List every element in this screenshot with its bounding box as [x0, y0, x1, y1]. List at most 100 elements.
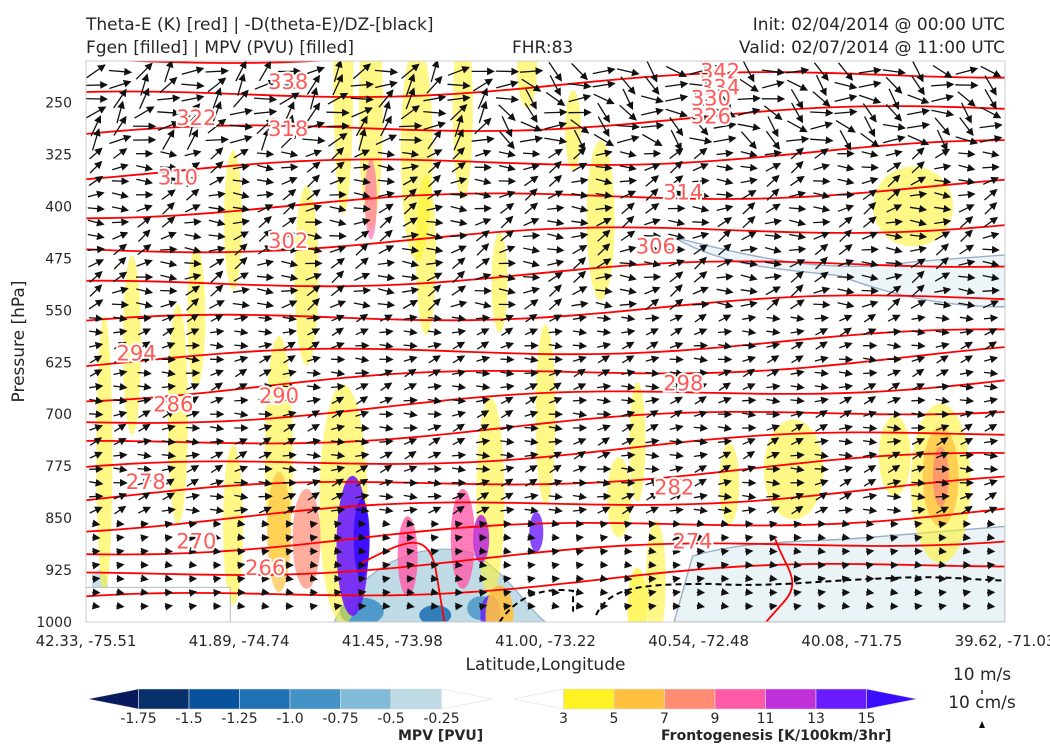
wind-vector: [689, 81, 713, 90]
wind-vector: [572, 478, 588, 487]
wind-vector: [885, 103, 903, 122]
wind-vector: [427, 410, 442, 419]
wind-vector: [382, 100, 391, 124]
wind-vector: [185, 341, 201, 350]
wind-vector: [454, 520, 464, 529]
wind-vector: [450, 190, 468, 199]
fgen-region-13: [416, 174, 437, 335]
wind-vector: [283, 201, 296, 215]
wind-vector: [402, 231, 420, 240]
wind-vector: [643, 273, 662, 281]
wind-vector: [406, 547, 415, 556]
x-tick-label: 41.45, -73.98: [342, 632, 443, 650]
wind-vector: [282, 328, 297, 336]
wind-vector: [863, 355, 878, 364]
wind-vector: [887, 174, 901, 188]
y-axis-label: Pressure [hPa]: [9, 281, 29, 403]
valid-time: Valid: 02/07/2014 @ 11:00 UTC: [739, 38, 1005, 58]
wind-vector: [164, 61, 174, 83]
wind-vector: [258, 369, 272, 377]
wind-vector: [742, 355, 757, 364]
wind-vector: [790, 270, 804, 283]
wind-vector: [839, 229, 852, 243]
wind-vector: [232, 191, 250, 199]
wind-vector: [501, 116, 513, 138]
wind-vector: [739, 78, 759, 92]
wind-vector: [595, 272, 613, 281]
wind-vector: [402, 273, 420, 282]
fgen-colorbar-segment: [512, 688, 564, 710]
wind-vector: [331, 270, 345, 284]
wind-vector: [573, 368, 586, 378]
wind-vector: [524, 175, 539, 187]
wind-vector: [109, 134, 132, 145]
wind-vector: [548, 341, 563, 350]
wind-vector: [524, 369, 539, 377]
wind-vector: [329, 205, 347, 213]
wind-vector: [403, 188, 417, 201]
wind-vector: [790, 369, 805, 377]
wind-vector: [302, 66, 325, 76]
wind-vector: [330, 369, 346, 377]
wind-vector: [134, 106, 155, 119]
wind-vector: [281, 231, 299, 240]
wind-vector: [281, 300, 298, 309]
theta-e-label-302: 302: [268, 229, 308, 253]
wind-vector: [430, 602, 439, 610]
wind-vector: [548, 160, 562, 174]
wind-vector: [837, 287, 855, 295]
wind-vector: [935, 328, 950, 336]
wind-vector: [642, 133, 663, 147]
wind-vector: [285, 114, 295, 137]
wind-vector: [451, 257, 466, 270]
wind-vector: [885, 76, 903, 94]
wind-vector: [911, 341, 926, 350]
wind-vector: [379, 328, 394, 336]
wind-vector: [958, 204, 975, 213]
fgen-region-22: [873, 166, 954, 247]
wind-vector: [982, 300, 999, 309]
wind-vector: [160, 176, 178, 185]
wind-vector: [616, 135, 640, 144]
wind-vector: [377, 177, 396, 186]
wind-vector: [281, 273, 299, 282]
wind-vector: [910, 258, 926, 269]
wind-vector: [716, 273, 734, 281]
y-tick-label: 850: [45, 511, 72, 527]
theta-e-label-322: 322: [176, 106, 216, 130]
wind-vector: [116, 561, 125, 570]
wind-vector: [911, 270, 925, 284]
wind-vector: [984, 201, 998, 215]
wind-vector: [87, 218, 105, 227]
wind-vector: [616, 68, 640, 77]
wind-vector: [427, 341, 442, 350]
wind-vector: [86, 95, 108, 103]
wind-vector: [212, 87, 222, 110]
wind-vector: [258, 61, 272, 82]
wind-vector: [645, 175, 660, 187]
wind-vector: [113, 256, 127, 270]
forecast-hour: FHR:83: [512, 38, 574, 58]
wind-vector: [136, 163, 154, 172]
wind-vector: [89, 328, 104, 336]
wind-vector: [185, 162, 201, 173]
wind-vector: [595, 204, 613, 213]
wind-vector: [575, 601, 585, 610]
wind-vector: [112, 286, 129, 295]
wind-vector: [765, 203, 781, 214]
wind-vector: [403, 341, 418, 350]
fgen-core-mid-4: [450, 488, 475, 589]
wind-vector: [307, 174, 320, 188]
wind-vector: [885, 272, 903, 281]
wind-vector: [430, 61, 440, 83]
wind-vector: [188, 560, 198, 569]
wind-vector: [549, 314, 563, 322]
wind-vector: [693, 244, 708, 255]
wind-vector: [668, 259, 685, 267]
wind-vector: [644, 218, 661, 226]
fgen-colorbar-label: Frontogenesis [K/100km/3hr]: [661, 728, 892, 744]
wind-vector: [113, 115, 127, 136]
wind-vector: [571, 218, 589, 227]
wind-vector: [935, 341, 950, 350]
wind-vector: [185, 188, 200, 201]
